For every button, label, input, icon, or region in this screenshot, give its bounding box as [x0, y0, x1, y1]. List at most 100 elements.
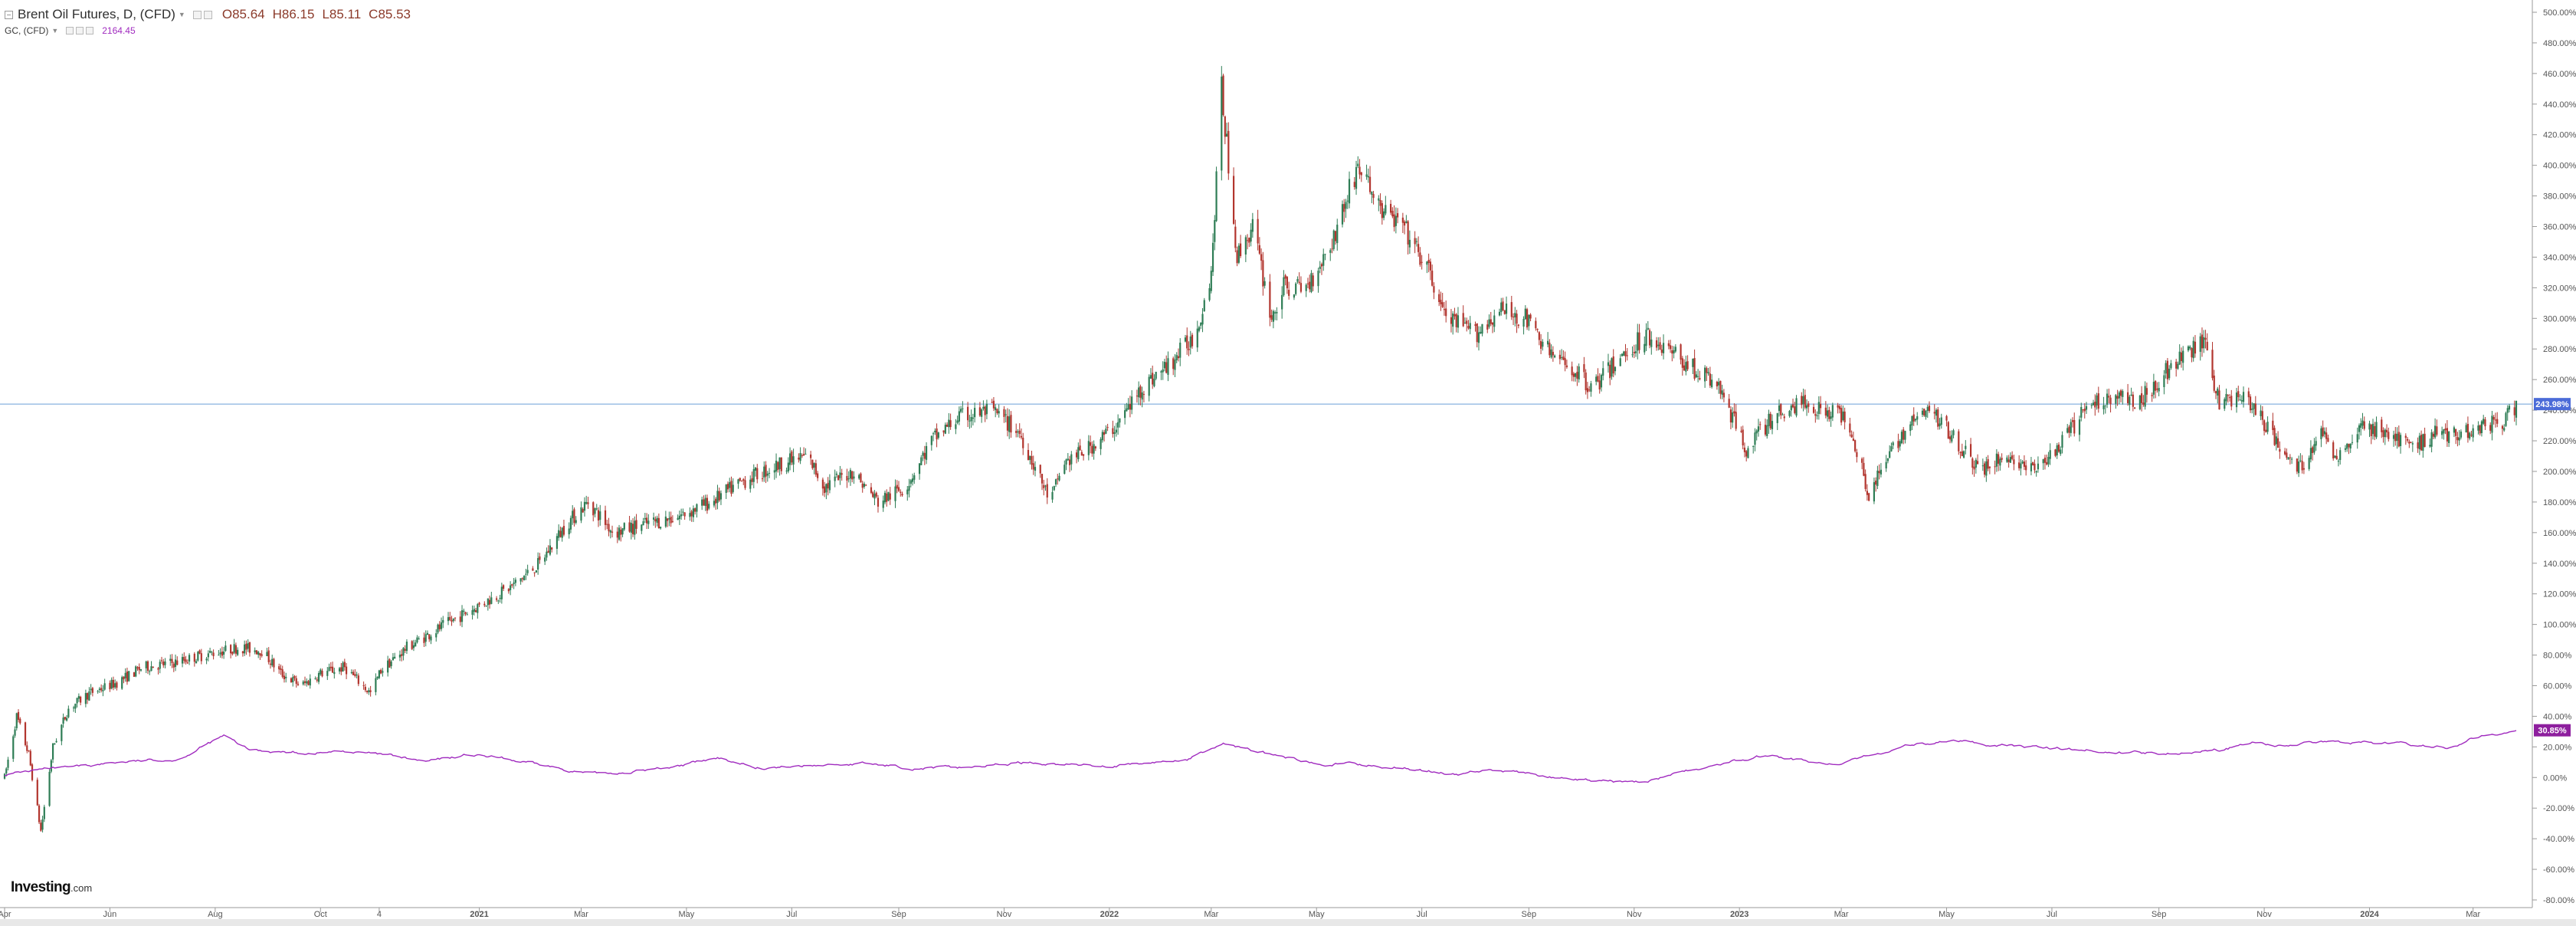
candle[interactable] — [911, 473, 914, 486]
candle[interactable] — [405, 639, 408, 654]
candle[interactable] — [1360, 172, 1362, 182]
candle[interactable] — [2253, 402, 2255, 418]
candle[interactable] — [703, 495, 705, 506]
candle[interactable] — [2201, 327, 2204, 357]
candle[interactable] — [1353, 177, 1355, 190]
candle[interactable] — [1945, 415, 1948, 427]
candle[interactable] — [1331, 238, 1333, 254]
candle[interactable] — [1106, 423, 1109, 432]
candle[interactable] — [1890, 442, 1893, 452]
candle[interactable] — [55, 738, 57, 744]
candle[interactable] — [426, 630, 429, 635]
candle[interactable] — [2289, 454, 2291, 465]
candle[interactable] — [1673, 346, 1675, 359]
candle[interactable] — [2392, 430, 2395, 447]
candle[interactable] — [164, 658, 166, 668]
candle[interactable] — [652, 512, 655, 526]
candle[interactable] — [2469, 431, 2471, 441]
candle[interactable] — [31, 763, 34, 782]
candle[interactable] — [1138, 381, 1140, 406]
candle[interactable] — [1100, 437, 1102, 455]
candle[interactable] — [2070, 419, 2072, 437]
candle[interactable] — [2035, 470, 2037, 477]
candle[interactable] — [1119, 418, 1121, 428]
candle[interactable] — [2508, 403, 2511, 413]
candle[interactable] — [2382, 427, 2384, 443]
candle[interactable] — [463, 608, 465, 616]
candle[interactable] — [2430, 429, 2433, 453]
candle[interactable] — [1041, 473, 1044, 491]
candle[interactable] — [2141, 386, 2143, 412]
candle[interactable] — [14, 726, 16, 738]
candle[interactable] — [1840, 405, 1843, 425]
candle[interactable] — [1153, 374, 1155, 388]
candle[interactable] — [875, 491, 877, 498]
candle[interactable] — [813, 462, 815, 474]
candle[interactable] — [1852, 432, 1854, 442]
candle[interactable] — [2030, 456, 2033, 476]
candle[interactable] — [126, 668, 129, 685]
candle[interactable] — [2458, 430, 2460, 445]
candle[interactable] — [1005, 409, 1007, 423]
candle[interactable] — [1317, 268, 1319, 293]
candle[interactable] — [1348, 171, 1351, 209]
candle[interactable] — [483, 601, 486, 607]
candle[interactable] — [1961, 443, 1963, 457]
candle[interactable] — [1286, 276, 1289, 294]
candle[interactable] — [152, 666, 154, 668]
candle[interactable] — [430, 634, 432, 645]
candle[interactable] — [1885, 455, 1887, 472]
candle[interactable] — [654, 516, 657, 528]
chevron-down-icon[interactable]: ▼ — [51, 27, 59, 34]
candle[interactable] — [2441, 426, 2443, 439]
candle[interactable] — [133, 672, 136, 677]
candle[interactable] — [1959, 451, 1961, 459]
candle[interactable] — [1312, 272, 1314, 291]
candle[interactable] — [742, 478, 745, 485]
candle[interactable] — [2166, 358, 2169, 384]
candle[interactable] — [2009, 452, 2011, 463]
candle[interactable] — [1897, 433, 1899, 452]
candle[interactable] — [900, 489, 902, 497]
candle[interactable] — [224, 641, 227, 652]
candle[interactable] — [466, 612, 468, 616]
candle[interactable] — [2170, 360, 2172, 370]
candle[interactable] — [159, 659, 161, 674]
candle[interactable] — [500, 583, 503, 604]
candle[interactable] — [546, 547, 548, 561]
candle[interactable] — [780, 457, 782, 474]
candle[interactable] — [2448, 431, 2450, 448]
candle[interactable] — [1631, 346, 1634, 358]
candle[interactable] — [460, 605, 464, 628]
investing-logo[interactable]: Investing.com — [11, 879, 92, 896]
candle[interactable] — [713, 495, 716, 508]
candle[interactable] — [74, 703, 77, 714]
candle[interactable] — [526, 564, 529, 576]
candle[interactable] — [1805, 399, 1808, 416]
candle[interactable] — [139, 668, 143, 672]
candle[interactable] — [295, 675, 297, 688]
candle[interactable] — [1732, 407, 1734, 428]
candle[interactable] — [1667, 340, 1670, 350]
candle[interactable] — [200, 649, 202, 665]
candle[interactable] — [54, 743, 56, 745]
candle[interactable] — [1236, 246, 1238, 267]
candle[interactable] — [1995, 449, 1998, 472]
candle[interactable] — [1017, 429, 1019, 438]
candle[interactable] — [307, 680, 310, 686]
candle[interactable] — [1535, 317, 1537, 331]
candle[interactable] — [103, 678, 106, 691]
candle[interactable] — [1022, 432, 1024, 455]
candle[interactable] — [1250, 223, 1252, 247]
candle[interactable] — [1590, 380, 1592, 397]
candle[interactable] — [438, 621, 441, 632]
candle[interactable] — [2083, 403, 2086, 419]
candle[interactable] — [511, 583, 513, 588]
candle[interactable] — [749, 475, 752, 493]
candle[interactable] — [1457, 307, 1460, 333]
candle[interactable] — [2443, 429, 2445, 440]
candle[interactable] — [1911, 415, 1913, 431]
candle[interactable] — [955, 419, 957, 435]
candle[interactable] — [630, 520, 632, 540]
candle[interactable] — [2434, 418, 2437, 439]
